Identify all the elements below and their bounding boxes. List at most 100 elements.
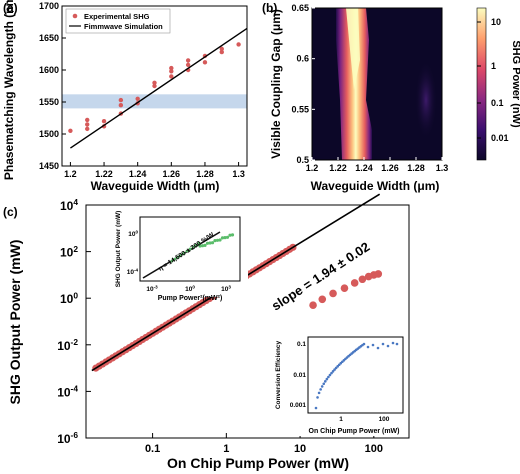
inset1-background: [110, 211, 248, 297]
inset2-point: [334, 366, 338, 370]
y-tick-label: 100: [60, 290, 78, 306]
x-axis-label-c: On Chip Pump Power (mW): [167, 455, 349, 471]
inset1-x-tick-label: 100: [185, 284, 195, 293]
y-tick-label: 0.5: [296, 155, 309, 165]
simulation-line: [70, 27, 248, 149]
colorbar-tick-label: 0.1: [491, 98, 504, 108]
x-tick-label: 1.3: [232, 169, 245, 179]
inset2-point: [386, 344, 390, 348]
y-tick-label: 1700: [39, 1, 59, 11]
inset2-point: [325, 377, 329, 381]
colorbar-tick-label: 0.01: [491, 133, 509, 143]
legend-box: [65, 8, 171, 34]
x-tick-label: 1.24: [129, 169, 147, 179]
x-tick-label: 1.2: [64, 169, 77, 179]
data-point: [135, 96, 140, 102]
data-point: [85, 122, 90, 127]
inset1-x-tick-label: 10-3: [146, 284, 158, 293]
inset1-y-label: SHG Output Power (mW): [115, 211, 122, 288]
x-tick-label: 1.24: [355, 163, 373, 173]
inset1-point: [225, 235, 230, 239]
x-axis-label-b: Waveguide Width (μm): [311, 179, 440, 193]
inset2-point: [317, 391, 321, 395]
inset1-point: [223, 236, 227, 240]
inset1-point: [200, 244, 205, 248]
y-tick-label: 0.65: [291, 3, 309, 13]
inset1-x-tick-label: 103: [221, 284, 231, 293]
inset2-ticks: 1 100 0.1 0.01 0.001: [290, 341, 390, 423]
inset1-point: [185, 249, 189, 253]
legend-marker-experimental: [72, 13, 78, 19]
x-tick-label: 0.1: [145, 443, 160, 455]
ticks-b: 1.2 1.22 1.24 1.26 1.28 1.3 0.5 0.55 0.6 0.65: [291, 3, 448, 173]
data-point: [340, 284, 349, 292]
data-point: [318, 295, 327, 304]
inset1-point: [170, 259, 174, 263]
inset1-point: [218, 238, 222, 242]
data-point: [152, 80, 157, 86]
y-tick-label: 102: [60, 244, 78, 260]
data-point: [118, 97, 124, 103]
inset1-axes: [139, 216, 241, 282]
data-point: [350, 279, 359, 287]
x-tick-label: 1.28: [196, 169, 214, 179]
x-tick-label: 1.26: [163, 169, 181, 179]
inset2-y-tick-label: 0.1: [297, 341, 306, 348]
inset1-point: [191, 245, 195, 249]
inset1-point: [197, 241, 201, 245]
y-tick-label: 1650: [39, 33, 59, 43]
inset2-point: [371, 343, 375, 347]
inset2-point: [319, 388, 322, 391]
x-tick-label: 1.26: [381, 163, 399, 173]
axes-a: [61, 5, 248, 167]
inset1-point: [215, 238, 220, 242]
x-tick-label: 10: [294, 443, 306, 455]
legend-label-experimental: Experimental SHG: [84, 12, 150, 21]
inset2-y-label: Conversion Efficiency: [275, 340, 282, 409]
inset2-point: [376, 346, 380, 350]
inset2-point: [381, 342, 385, 346]
telecom-band: [62, 94, 247, 109]
inset2-point: [327, 375, 330, 379]
data-point: [219, 46, 224, 52]
data-point: [169, 65, 174, 71]
inset1-points: [170, 233, 235, 263]
inset1-point: [179, 253, 183, 257]
inset2-point: [316, 396, 319, 399]
data-point: [202, 60, 208, 65]
x-tick-label: 1.22: [329, 163, 347, 173]
x-axis-label-a: Waveguide Width (μm): [91, 179, 220, 193]
heatmap-peak: [346, 8, 360, 90]
inset2-point: [366, 345, 370, 349]
inset1-x-label: Pump Power²(mW²): [158, 295, 223, 302]
x-tick-label: 1.2: [306, 163, 319, 173]
colorbar: [476, 7, 487, 161]
inset1-point: [210, 241, 215, 245]
inset2-point: [320, 385, 324, 388]
inset2-background: [266, 331, 408, 436]
y-axis-label-a: Phasematching Wavelength (nm): [2, 0, 16, 180]
inset2-y-tick-label: 0.001: [290, 402, 307, 409]
data-point: [85, 117, 90, 123]
inset1-point: [173, 257, 177, 261]
y-axis-label-c: SHG Output Power (mW): [7, 240, 23, 405]
y-tick-label: 1600: [39, 65, 59, 75]
data-point: [358, 275, 367, 284]
inset2-points: [314, 341, 399, 410]
inset1-point: [198, 244, 202, 248]
inset1-point: [205, 241, 210, 245]
y-tick-label: 0.55: [291, 104, 309, 114]
inset1-point: [176, 255, 180, 259]
panel-a: 1.2 1.22 1.24 1.26 1.28 1.3 1450 1500 1550 1600 16…: [2, 0, 248, 193]
data-point: [185, 62, 191, 68]
y-tick-label: 10-2: [57, 337, 78, 353]
data-point: [374, 270, 383, 278]
y-tick-label: 10-6: [57, 430, 78, 446]
inset1-point: [182, 251, 186, 255]
inset1-y-tick-label: 100: [128, 229, 138, 238]
colorbar-tick-label: 10: [491, 17, 501, 27]
data-point: [309, 301, 317, 310]
x-tick-label: 1: [223, 443, 229, 455]
